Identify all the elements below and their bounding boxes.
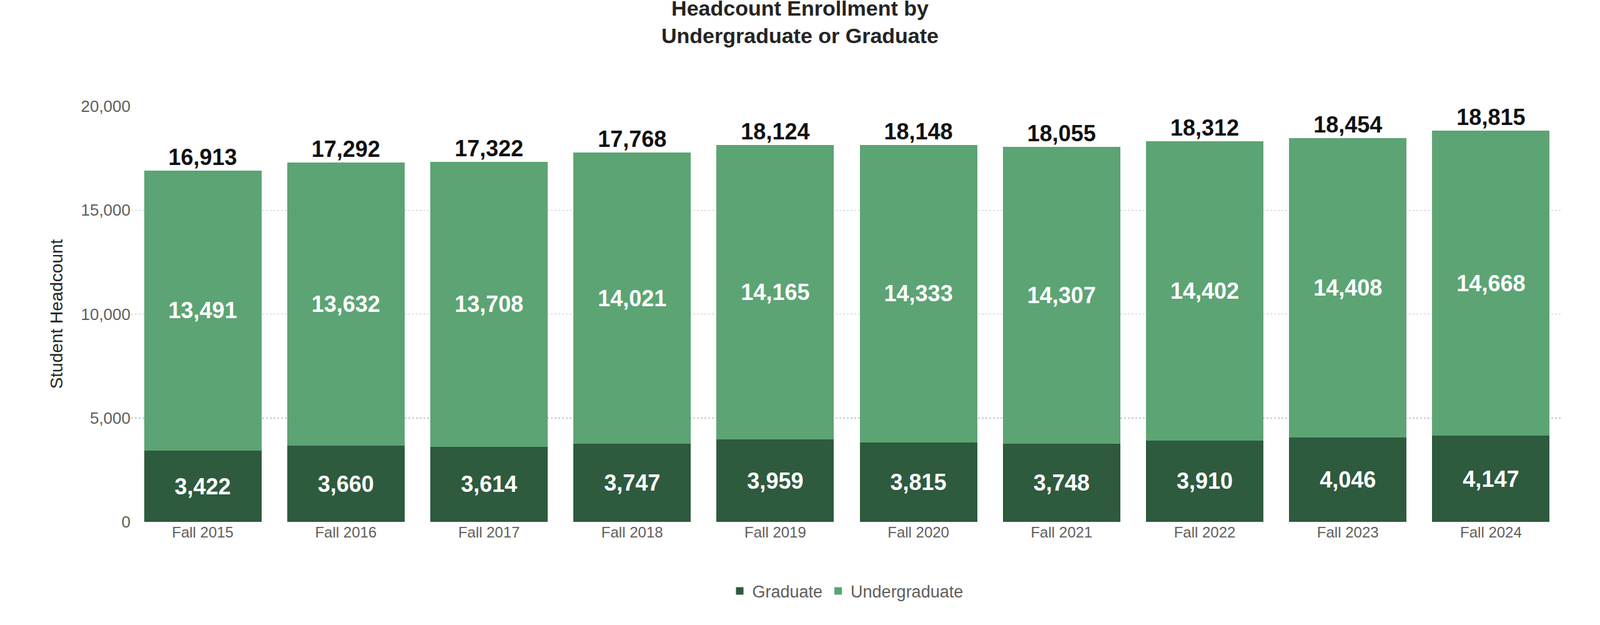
svg-text:14,307: 14,307 [1027, 282, 1097, 308]
svg-text:14,408: 14,408 [1313, 274, 1383, 301]
svg-text:17,292: 17,292 [311, 136, 381, 162]
svg-text:3,910: 3,910 [1176, 467, 1233, 494]
svg-text:18,055: 18,055 [1027, 120, 1097, 147]
svg-text:Headcount Enrollment byUndergr: Headcount Enrollment byUndergraduate or … [661, 0, 939, 48]
svg-text:4,147: 4,147 [1462, 465, 1519, 492]
svg-text:Graduate: Graduate [752, 582, 824, 601]
svg-text:3,747: 3,747 [603, 469, 661, 496]
svg-text:14,021: 14,021 [597, 285, 667, 312]
svg-text:Fall 2023: Fall 2023 [1317, 523, 1379, 541]
svg-text:Fall 2021: Fall 2021 [1030, 523, 1093, 541]
svg-text:Fall 2024: Fall 2024 [1460, 523, 1522, 541]
svg-text:5,000: 5,000 [89, 408, 131, 428]
svg-text:18,124: 18,124 [740, 118, 810, 145]
svg-text:Fall 2020: Fall 2020 [887, 523, 950, 541]
svg-text:Undergraduate: Undergraduate [850, 582, 963, 601]
svg-text:13,491: 13,491 [168, 297, 238, 323]
svg-text:Fall 2019: Fall 2019 [744, 523, 807, 541]
svg-text:4,046: 4,046 [1319, 466, 1376, 493]
svg-text:Fall 2015: Fall 2015 [171, 523, 234, 541]
svg-text:18,312: 18,312 [1170, 114, 1240, 141]
svg-text:18,815: 18,815 [1456, 104, 1526, 130]
svg-text:Fall 2016: Fall 2016 [314, 523, 377, 541]
svg-text:0: 0 [121, 512, 131, 531]
svg-text:Fall 2018: Fall 2018 [601, 523, 664, 541]
svg-text:18,454: 18,454 [1313, 111, 1383, 138]
svg-text:3,614: 3,614 [460, 470, 518, 497]
svg-text:18,148: 18,148 [884, 118, 954, 145]
svg-text:3,422: 3,422 [174, 473, 232, 499]
svg-text:13,708: 13,708 [454, 291, 524, 317]
svg-text:3,959: 3,959 [746, 467, 804, 494]
svg-text:10,000: 10,000 [80, 304, 131, 324]
svg-text:17,768: 17,768 [597, 126, 667, 152]
svg-text:14,402: 14,402 [1170, 277, 1240, 304]
svg-text:14,668: 14,668 [1456, 270, 1526, 297]
svg-text:3,815: 3,815 [890, 469, 947, 495]
svg-text:3,748: 3,748 [1033, 469, 1090, 496]
svg-text:14,333: 14,333 [884, 280, 954, 307]
svg-text:3,660: 3,660 [317, 470, 375, 497]
svg-text:16,913: 16,913 [168, 144, 238, 170]
svg-text:Student Headcount: Student Headcount [46, 238, 67, 389]
svg-text:17,322: 17,322 [454, 135, 524, 162]
svg-text:Fall 2017: Fall 2017 [458, 523, 521, 541]
svg-text:20,000: 20,000 [80, 96, 131, 116]
svg-text:Fall 2022: Fall 2022 [1174, 523, 1236, 541]
svg-text:15,000: 15,000 [80, 200, 131, 220]
svg-text:14,165: 14,165 [740, 279, 810, 305]
svg-text:13,632: 13,632 [311, 291, 381, 317]
